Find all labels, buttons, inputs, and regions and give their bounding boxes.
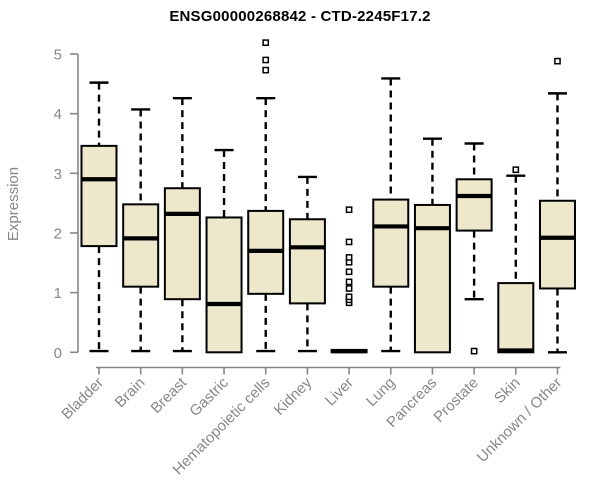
- outlier-point: [470, 347, 478, 355]
- boxplot-pancreas: [413, 137, 451, 354]
- boxplot-gastric: [205, 148, 243, 354]
- outlier-point: [512, 166, 520, 174]
- chart-title: ENSG00000268842 - CTD-2245F17.2: [169, 8, 431, 25]
- outlier-point: [262, 39, 270, 47]
- boxplot-unknown-other: [538, 57, 576, 354]
- x-tick-label-brain: Brain: [112, 374, 149, 411]
- iqr-box: [288, 218, 326, 305]
- x-tick-label-kidney: Kidney: [271, 374, 316, 419]
- iqr-box: [372, 198, 410, 288]
- boxplot-skin: [497, 166, 535, 354]
- iqr-box: [122, 203, 160, 288]
- iqr-box: [497, 282, 535, 354]
- boxplot-liver: [330, 206, 368, 354]
- y-tick-label: 0: [54, 345, 62, 362]
- iqr-box: [538, 199, 576, 290]
- y-tick-label: 2: [54, 225, 62, 242]
- y-tick-label: 1: [54, 285, 62, 302]
- boxplot-bladder: [80, 81, 118, 353]
- outlier-point: [554, 57, 561, 65]
- x-tick-label-skin: Skin: [491, 374, 524, 407]
- x-tick-label-bladder: Bladder: [58, 374, 107, 423]
- y-axis-title: Expression: [5, 166, 22, 242]
- outlier-point: [345, 206, 353, 214]
- boxplot-kidney: [288, 175, 326, 353]
- y-tick-label: 4: [54, 106, 62, 123]
- outlier-point: [345, 238, 353, 246]
- y-tick-label: 3: [54, 166, 62, 183]
- boxplot-prostate: [455, 142, 493, 355]
- outlier-point: [345, 254, 353, 261]
- x-tick-label-liver: Liver: [322, 374, 357, 409]
- iqr-box: [455, 178, 493, 232]
- outlier-point: [345, 268, 353, 276]
- outlier-point: [262, 66, 270, 74]
- iqr-box: [80, 144, 118, 248]
- boxplot-hematopoietic-cells: [247, 39, 285, 353]
- outlier-point: [262, 56, 270, 64]
- x-tick-label-prostate: Prostate: [430, 374, 482, 426]
- y-tick-label: 5: [54, 47, 62, 64]
- boxplot-brain: [122, 108, 160, 353]
- outlier-point: [345, 285, 353, 292]
- x-tick-label-breast: Breast: [148, 374, 191, 417]
- x-tick-label-lung: Lung: [363, 374, 399, 410]
- outlier-point: [345, 278, 353, 286]
- outlier-point: [345, 293, 353, 301]
- boxplot-lung: [372, 77, 410, 353]
- iqr-box: [205, 216, 243, 354]
- iqr-box: [163, 187, 201, 301]
- y-axis: 0 1 2 3 4 5: [54, 47, 79, 362]
- boxplot-breast: [163, 96, 201, 353]
